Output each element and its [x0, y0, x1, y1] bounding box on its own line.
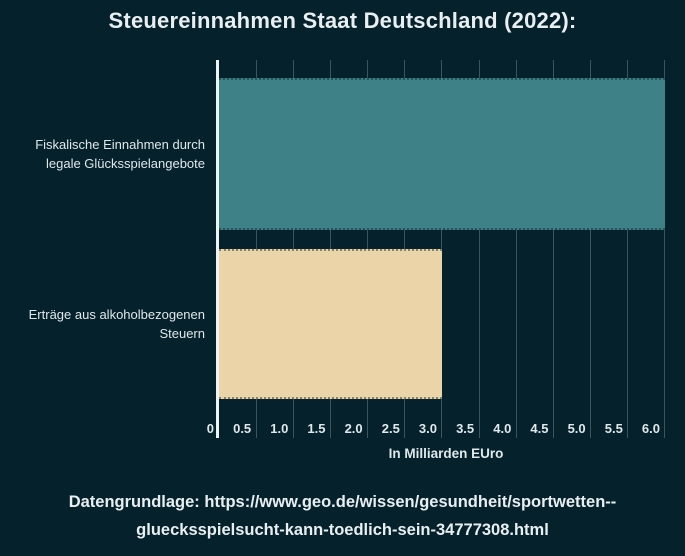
x-tick-label: 2.0 — [344, 421, 363, 436]
plot-area: 0 0.5 1.0 1.5 2.0 2.5 3.0 3.5 4.0 4.5 5.0 5.5 6.0 — [207, 60, 673, 438]
x-tick-label: 2.5 — [381, 421, 400, 436]
x-tick-label: 3.5 — [456, 421, 475, 436]
x-tick-label: 1.0 — [270, 421, 289, 436]
x-tick-label: 4.0 — [493, 421, 512, 436]
chart-title: Steuereinnahmen Staat Deutschland (2022)… — [108, 8, 577, 33]
x-tick-label: 1.5 — [307, 421, 326, 436]
x-axis-label: In Milliarden EUro — [388, 446, 504, 461]
x-tick-label: 3.0 — [418, 421, 437, 436]
data-source-caption: Datengrundlage: https://www.geo.de/wisse… — [68, 493, 617, 539]
gridline — [515, 60, 517, 438]
x-tick-label: 5.5 — [604, 421, 623, 436]
gridline — [552, 60, 554, 438]
x-tick-label: 5.0 — [567, 421, 586, 436]
gridline — [627, 60, 629, 438]
gridline — [664, 60, 666, 438]
chart-bar — [219, 249, 442, 399]
category-label: Erträge aus alkoholbezogenen Steuern — [28, 307, 205, 341]
chart-bar — [219, 78, 665, 230]
x-tick-label: 0.5 — [233, 421, 252, 436]
x-tick-label: 0 — [206, 421, 214, 436]
x-tick-label: 6.0 — [641, 421, 660, 436]
gridline — [441, 60, 443, 438]
gridline — [590, 60, 592, 438]
gridline — [478, 60, 480, 438]
y-axis-line — [216, 60, 219, 438]
x-tick-label: 4.5 — [530, 421, 549, 436]
category-label: Fiskalische Einnahmen durch legale Glück… — [35, 137, 205, 171]
